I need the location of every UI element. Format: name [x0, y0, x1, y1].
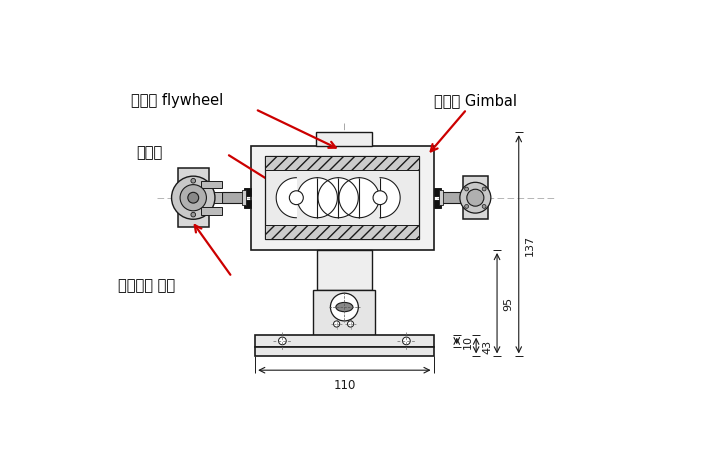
- Bar: [244, 201, 252, 208]
- Circle shape: [373, 192, 387, 205]
- Text: 95: 95: [503, 297, 513, 311]
- Polygon shape: [380, 178, 400, 218]
- Circle shape: [172, 177, 215, 220]
- Circle shape: [464, 187, 469, 192]
- Circle shape: [403, 337, 411, 345]
- Circle shape: [482, 187, 486, 192]
- Circle shape: [347, 321, 354, 327]
- Bar: [265, 226, 419, 240]
- Text: 에어터빈 형상: 에어터빈 형상: [118, 278, 175, 293]
- Bar: [252, 147, 433, 251]
- Circle shape: [191, 179, 196, 184]
- Bar: [242, 191, 246, 206]
- Bar: [201, 207, 222, 215]
- Text: 베어링: 베어링: [137, 145, 163, 160]
- Text: 자이로 Gimbal: 자이로 Gimbal: [433, 93, 516, 108]
- Polygon shape: [339, 178, 359, 218]
- Bar: [313, 290, 375, 335]
- Polygon shape: [277, 178, 296, 218]
- Circle shape: [467, 190, 484, 207]
- Bar: [178, 169, 208, 228]
- Circle shape: [330, 293, 358, 321]
- Bar: [433, 201, 441, 208]
- Bar: [255, 335, 433, 347]
- Bar: [441, 193, 463, 204]
- Bar: [222, 193, 244, 204]
- Text: 10: 10: [463, 334, 473, 348]
- Bar: [433, 189, 441, 197]
- Circle shape: [333, 321, 340, 327]
- Polygon shape: [318, 178, 338, 218]
- Text: 110: 110: [333, 378, 355, 391]
- Circle shape: [188, 193, 199, 204]
- Polygon shape: [359, 178, 379, 218]
- Circle shape: [482, 205, 486, 209]
- Bar: [265, 157, 419, 240]
- Polygon shape: [317, 178, 337, 218]
- Circle shape: [464, 205, 469, 209]
- Text: 137: 137: [525, 234, 535, 255]
- Text: 43: 43: [482, 339, 492, 353]
- Bar: [463, 177, 488, 220]
- Bar: [244, 189, 252, 197]
- Polygon shape: [297, 178, 317, 218]
- Bar: [317, 251, 372, 290]
- Circle shape: [460, 183, 491, 214]
- Circle shape: [180, 185, 206, 211]
- Circle shape: [289, 192, 303, 205]
- Text: 자이로 flywheel: 자이로 flywheel: [131, 93, 223, 108]
- Bar: [201, 182, 222, 189]
- Circle shape: [279, 337, 286, 345]
- Circle shape: [191, 213, 196, 217]
- Bar: [208, 193, 222, 204]
- Polygon shape: [338, 178, 358, 218]
- Bar: [439, 191, 443, 206]
- Bar: [316, 133, 372, 147]
- Bar: [255, 347, 433, 357]
- Bar: [265, 157, 419, 171]
- Ellipse shape: [336, 303, 353, 312]
